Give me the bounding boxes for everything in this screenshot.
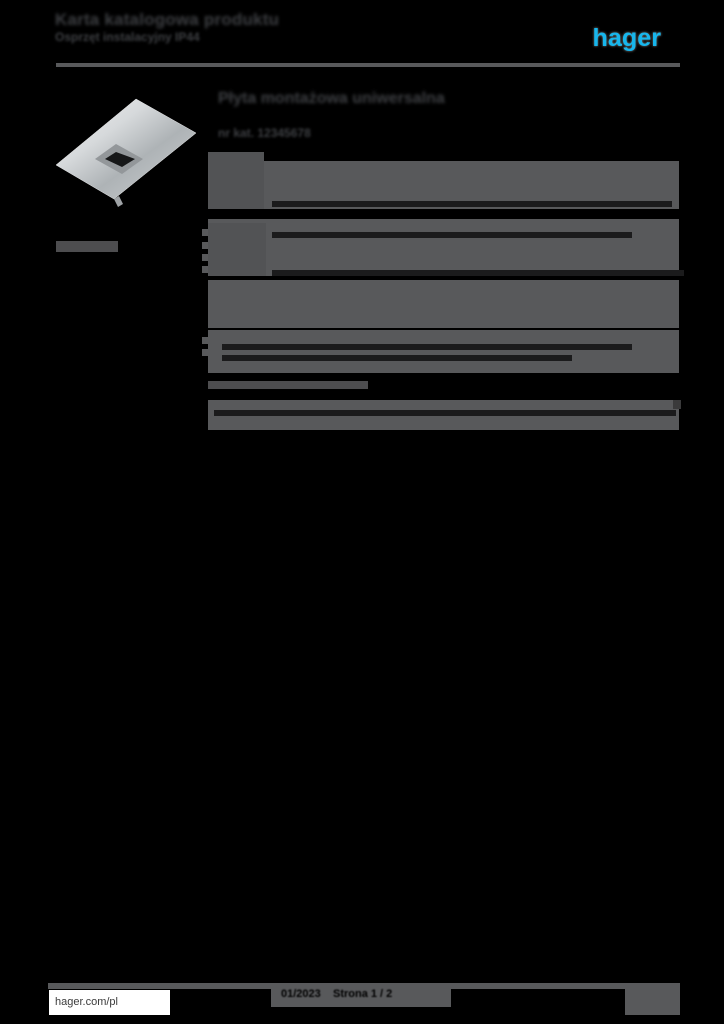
svg-text:hager: hager xyxy=(592,24,661,52)
